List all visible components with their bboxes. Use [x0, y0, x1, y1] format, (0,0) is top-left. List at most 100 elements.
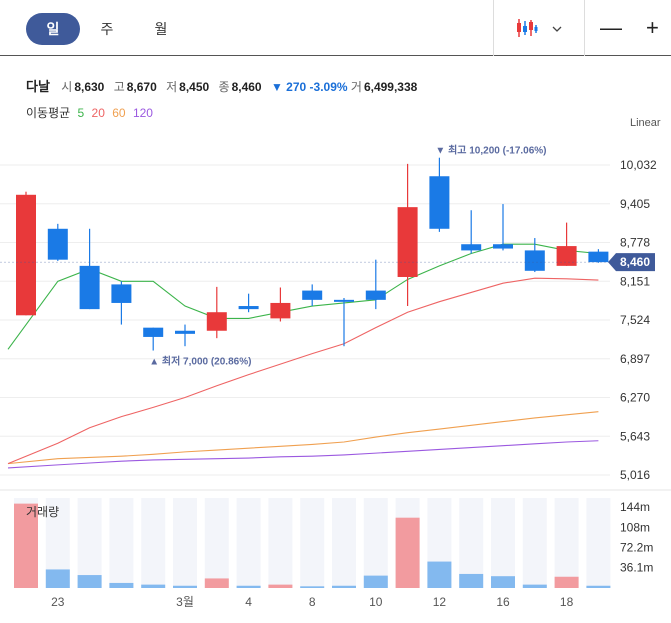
tab-month[interactable]: 월	[154, 21, 168, 37]
candle-up	[206, 312, 227, 331]
volume-bar	[427, 561, 452, 588]
volume-bg-column	[522, 498, 547, 588]
volume-bar	[554, 576, 579, 588]
volume-bar	[491, 576, 515, 588]
volume-bg-column	[236, 498, 261, 588]
volume-value: 6,499,338	[363, 80, 418, 94]
volume-bg-column	[204, 498, 229, 588]
close-value: 8,460	[231, 80, 262, 94]
scale-label: Linear	[630, 117, 661, 129]
ma-5: 5	[77, 106, 85, 120]
volume-bar	[45, 569, 70, 588]
tab-week[interactable]: 주	[100, 21, 114, 37]
period-tabs: 일 주 월	[26, 13, 188, 45]
ma-120: 120	[132, 106, 153, 120]
y-tick-label: 10,032	[620, 158, 657, 172]
zoom-controls: — +	[600, 0, 659, 56]
candle-down	[111, 284, 132, 303]
y-tick-label: 6,270	[620, 391, 650, 405]
volume-bar	[332, 585, 356, 588]
volume-bar	[14, 503, 38, 588]
change-value: ▼ 270 -3.09%	[270, 80, 348, 94]
y-tick-label: 9,405	[620, 197, 650, 211]
candle-down	[175, 330, 195, 334]
volume-bg-column	[363, 498, 388, 588]
candle-down	[47, 228, 68, 260]
candle-down	[79, 265, 100, 310]
volume-bg-column	[141, 498, 166, 588]
y-tick-label: 8,778	[620, 236, 650, 250]
ma60-line	[7, 411, 599, 465]
volume-bg-column	[332, 498, 356, 588]
high-value: 8,670	[126, 80, 157, 94]
volume-bar	[522, 584, 547, 588]
volume-bg-column	[109, 498, 134, 588]
candle-up	[556, 246, 577, 266]
volume-bar	[395, 517, 420, 588]
volume-bar	[268, 584, 293, 588]
zoom-out-button[interactable]: —	[600, 15, 622, 40]
y-tick-label: 8,151	[620, 274, 650, 288]
price-chart: 10,032 9,405 8,778 8,151 7,524 6,897 6,270 5,64…	[0, 144, 671, 609]
ma-60: 60	[112, 106, 126, 120]
y-tick-label: 5,643	[620, 429, 650, 443]
x-tick-label: 18	[560, 595, 574, 609]
volume-bar	[236, 585, 261, 588]
x-tick-label: 12	[433, 595, 447, 609]
volume-bg-column	[586, 498, 611, 588]
low-value: 8,450	[179, 80, 210, 94]
x-tick-label: 23	[51, 595, 65, 609]
volume-bar	[459, 573, 484, 588]
volume-bg-column	[77, 498, 102, 588]
candle-up	[270, 302, 291, 319]
volume-bg-column	[459, 498, 484, 588]
chart-toolbar: 일 주 월 — +	[0, 0, 671, 56]
volume-tick-label: 72.2m	[620, 540, 653, 554]
volume-tick-label: 144m	[620, 500, 650, 514]
open-label: 시	[61, 80, 73, 94]
y-tick-label: 6,897	[620, 352, 650, 366]
volume-bar	[109, 582, 134, 588]
ma20-line	[7, 277, 599, 465]
volume-label: 거래량	[26, 505, 59, 519]
volume-bg-column	[300, 498, 325, 588]
volume-bar	[77, 575, 102, 588]
volume-bar	[173, 585, 197, 588]
ma-20: 20	[91, 106, 105, 120]
current-price-tag	[608, 253, 655, 272]
high-annotation: ▼ 최고 10,200 (-17.06%)	[435, 144, 546, 157]
candle-down	[238, 306, 259, 310]
volume-bar	[300, 586, 325, 588]
scale-selector[interactable]: Linear	[630, 117, 661, 129]
x-tick-label: 10	[369, 595, 383, 609]
low-annotation: ▲ 최저 7,000 (20.86%)	[149, 355, 251, 368]
y-tick-label: 7,524	[620, 313, 650, 327]
x-tick-label: 3월	[176, 595, 194, 609]
candle-up	[397, 207, 418, 277]
chevron-down-icon	[552, 21, 562, 35]
quote-summary: 다날 시 8,630 고 8,670 저 8,450 종 8,460 ▼ 270 -3.…	[26, 76, 423, 95]
volume-bar	[363, 575, 388, 588]
zoom-in-button[interactable]: +	[646, 15, 659, 40]
volume-label: 거	[350, 80, 362, 94]
volume-bg-column	[491, 498, 515, 588]
x-tick-label: 16	[496, 595, 510, 609]
volume-bar	[204, 578, 229, 588]
candle-down	[143, 327, 164, 337]
ma-label: 이동평균	[26, 106, 71, 120]
volume-bar	[586, 585, 611, 588]
tab-day[interactable]: 일	[26, 13, 80, 45]
volume-bg-column	[554, 498, 579, 588]
volume-tick-label: 36.1m	[620, 561, 653, 575]
volume-bg-column	[173, 498, 197, 588]
candle-up	[16, 194, 36, 316]
x-tick-label: 8	[309, 595, 316, 609]
candlestick-icon	[516, 17, 538, 39]
chart-type-button[interactable]	[493, 0, 585, 56]
volume-bar	[141, 584, 166, 588]
candle-down	[365, 290, 386, 300]
open-value: 8,630	[74, 80, 105, 94]
low-label: 저	[166, 80, 178, 94]
current-price-label: 8,460	[620, 255, 650, 269]
candle-down	[461, 244, 482, 251]
